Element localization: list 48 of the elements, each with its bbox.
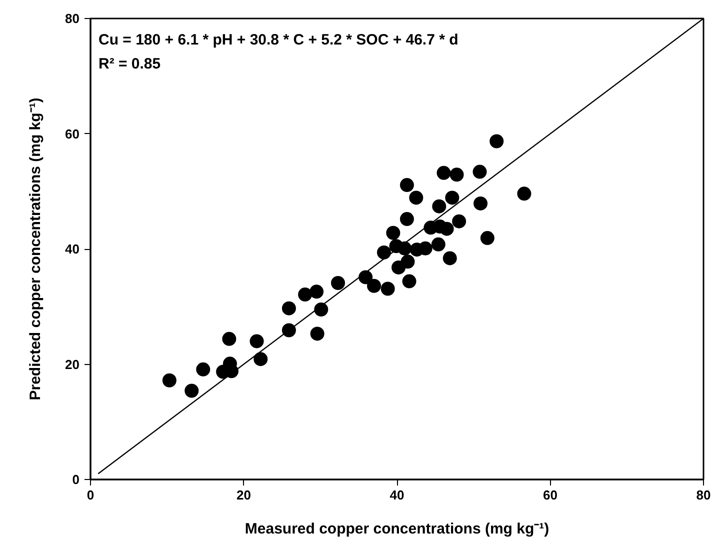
point bbox=[380, 282, 395, 296]
point bbox=[196, 362, 210, 376]
x-tick-label: 80 bbox=[696, 488, 711, 502]
point bbox=[400, 254, 415, 269]
point bbox=[250, 334, 264, 348]
point bbox=[409, 190, 424, 205]
y-axis-title: Predicted copper concentrations (mg kg⁻¹) bbox=[27, 98, 44, 400]
point bbox=[480, 231, 494, 246]
point bbox=[222, 332, 236, 346]
annotation: R² = 0.85 bbox=[98, 56, 161, 72]
point bbox=[442, 251, 457, 266]
point bbox=[432, 199, 446, 214]
point bbox=[254, 352, 268, 366]
y-tick-label: 60 bbox=[65, 126, 80, 142]
x-tick-label: 60 bbox=[543, 488, 558, 502]
y-tick-label: 40 bbox=[65, 242, 80, 256]
point bbox=[517, 186, 532, 201]
y-tick-label: 80 bbox=[65, 11, 80, 26]
point bbox=[450, 168, 464, 182]
point bbox=[298, 288, 312, 302]
y-tick-label: 20 bbox=[65, 356, 80, 372]
point bbox=[376, 245, 391, 260]
point bbox=[282, 301, 296, 316]
point bbox=[440, 222, 454, 236]
point bbox=[314, 302, 328, 316]
point bbox=[472, 164, 487, 179]
point bbox=[310, 284, 324, 299]
point bbox=[452, 214, 466, 228]
point bbox=[490, 134, 504, 148]
point bbox=[184, 384, 199, 398]
point bbox=[402, 274, 416, 288]
point bbox=[474, 196, 488, 210]
point bbox=[400, 178, 414, 192]
x-tick-label: 20 bbox=[236, 488, 251, 502]
point bbox=[400, 212, 414, 226]
point bbox=[436, 166, 451, 180]
x-tick-label: 40 bbox=[390, 488, 404, 502]
point bbox=[386, 226, 400, 240]
point bbox=[445, 190, 460, 205]
x-tick-label: 0 bbox=[86, 488, 94, 502]
point bbox=[331, 276, 345, 290]
point bbox=[431, 237, 446, 252]
x-axis-title: Measured copper concentrations (mg kg⁻¹) bbox=[244, 520, 550, 538]
annotation: Cu = 180 + 6.1 * pH + 30.8 * C + 5.2 * SOC + 46.7 * d bbox=[98, 32, 458, 48]
point bbox=[367, 278, 382, 293]
point bbox=[162, 373, 176, 388]
point bbox=[310, 326, 324, 341]
y-tick-label: 0 bbox=[72, 472, 80, 487]
